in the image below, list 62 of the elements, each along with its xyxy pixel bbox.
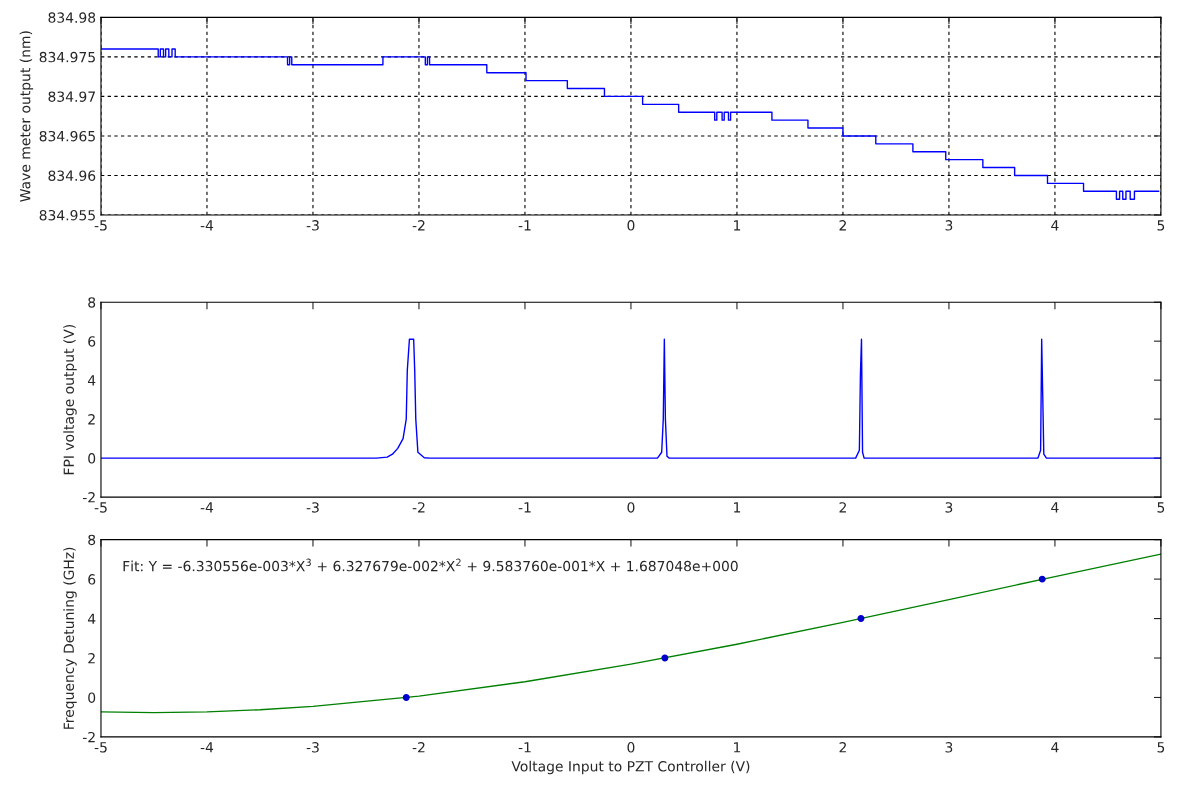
x-tick-label: 4: [1051, 220, 1059, 231]
x-tick-label: -1: [518, 220, 531, 231]
y-axis-title: Frequency Detuning (GHz): [63, 547, 77, 729]
x-tick-label: -2: [412, 502, 425, 513]
line-series: [100, 338, 1161, 459]
x-tick-label: -3: [306, 220, 319, 231]
x-tick-label: -3: [306, 502, 319, 513]
y-tick-label: 6: [88, 574, 96, 585]
x-tick-label: -4: [200, 502, 214, 513]
point: [857, 615, 865, 623]
y-axis-title: Wave meter output (nm): [19, 31, 34, 202]
y-tick-label: 2: [88, 414, 95, 425]
x-tick-label: 2: [839, 220, 846, 231]
point: [1038, 575, 1046, 583]
y-tick-label: 834.975: [39, 51, 95, 63]
point: [661, 654, 669, 662]
x-tick-label: -2: [412, 742, 425, 753]
x-tick-label: 1: [734, 220, 741, 231]
x-tick-label: 5: [1157, 502, 1165, 513]
x-tick-label: -1: [518, 742, 531, 753]
y-tick-label: 834.955: [39, 209, 95, 221]
x-tick-label: 4: [1051, 502, 1059, 513]
y-tick-label: 4: [87, 375, 96, 386]
x-tick-label: -5: [94, 502, 107, 513]
x-tick-label: -4: [200, 742, 214, 753]
x-tick-label: -5: [94, 742, 107, 753]
y-tick-label: -2: [82, 492, 95, 503]
x-tick-label: 3: [945, 742, 953, 753]
x-tick-label: 0: [627, 220, 635, 231]
x-tick-label: 0: [627, 502, 635, 513]
y-axis-title: FPI voltage output (V): [63, 324, 77, 475]
x-tick-label: 3: [945, 220, 953, 231]
x-tick-label: -5: [94, 220, 107, 231]
y-tick-label: 8: [88, 534, 96, 546]
x-tick-label: 5: [1157, 220, 1165, 231]
y-tick-label: 834.965: [39, 130, 95, 142]
y-tick-label: 834.98: [48, 12, 96, 23]
annotation: Fit: Y = -6.330556e-003*X$^{3}$ + 6.327679e-002*X$^{2}$ + 9.583760e-001*X + 1.687048e+000: [123, 558, 738, 572]
x-tick-label: 2: [839, 502, 846, 513]
x-tick-label: 3: [945, 502, 953, 513]
x-tick-label: 2: [839, 742, 846, 753]
y-tick-label: 834.96: [48, 170, 96, 181]
x-tick-label: -2: [412, 220, 425, 231]
y-tick-label: 0: [88, 453, 96, 464]
y-tick-label: 0: [88, 692, 96, 703]
x-tick-label: 0: [627, 742, 635, 753]
y-tick-label: 8: [88, 297, 96, 308]
x-tick-label: 4: [1051, 742, 1059, 753]
y-tick-label: 2: [88, 652, 95, 664]
x-tick-label: 1: [734, 742, 741, 753]
x-axis-title: Voltage Input to PZT Controller (V): [511, 760, 750, 775]
x-tick-label: -1: [518, 502, 531, 513]
point: [402, 694, 410, 701]
x-tick-label: -4: [200, 220, 214, 231]
y-tick-label: 6: [88, 336, 96, 347]
y-tick-label: -2: [82, 731, 95, 743]
y-tick-label: 834.97: [48, 91, 95, 102]
x-tick-label: 5: [1157, 742, 1165, 753]
line-series: [100, 553, 1161, 714]
y-tick-label: 4: [87, 613, 96, 624]
x-tick-label: 1: [734, 502, 741, 513]
x-tick-label: -3: [306, 742, 319, 753]
